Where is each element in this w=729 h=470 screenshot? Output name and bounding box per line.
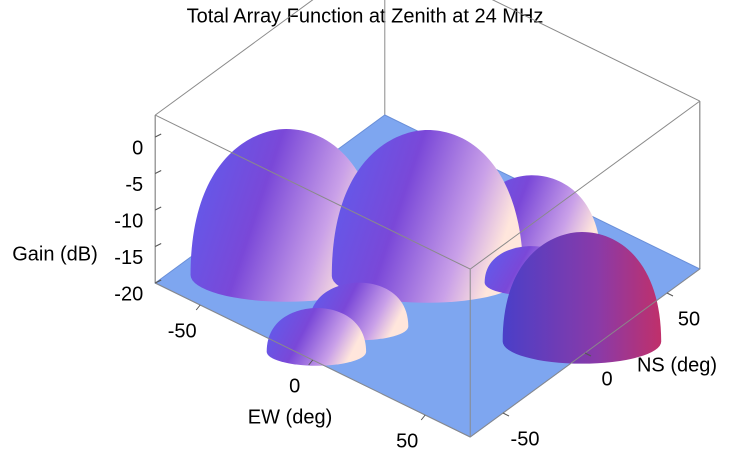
x-tick-label: 0 — [289, 375, 300, 397]
z-tick — [154, 170, 162, 174]
box-edge — [154, 0, 314, 116]
box-edge — [154, 114, 471, 270]
z-tick — [154, 206, 162, 211]
lobe — [502, 232, 662, 364]
x-tick-label: 50 — [396, 430, 418, 452]
x-tick — [420, 414, 426, 421]
y-tick-label: -50 — [511, 428, 540, 450]
z-tick — [154, 279, 162, 284]
x-tick — [308, 359, 314, 366]
z-tick-label: -20 — [114, 283, 143, 305]
lobe — [331, 130, 524, 303]
z-tick-label: 0 — [132, 137, 143, 159]
x-tick-label: -50 — [168, 320, 197, 342]
box-edge — [491, 0, 701, 102]
y-tick — [502, 412, 510, 417]
y-tick — [666, 292, 674, 297]
z-axis-label: Gain (dB) — [12, 243, 98, 265]
z-tick-label: -5 — [125, 174, 143, 196]
x-axis-label: EW (deg) — [248, 406, 332, 428]
z-tick — [154, 133, 162, 138]
z-tick — [154, 243, 162, 247]
z-tick-label: -15 — [114, 247, 143, 269]
y-tick — [584, 352, 592, 357]
y-axis-label: NS (deg) — [637, 354, 717, 376]
z-tick-label: -10 — [114, 210, 143, 232]
y-tick-label: 50 — [678, 308, 700, 330]
chart-title: Total Array Function at Zenith at 24 MHz — [187, 5, 544, 27]
box-edge — [469, 100, 701, 270]
y-tick-label: 0 — [601, 368, 612, 390]
x-tick — [195, 304, 201, 311]
lobe — [266, 308, 367, 366]
